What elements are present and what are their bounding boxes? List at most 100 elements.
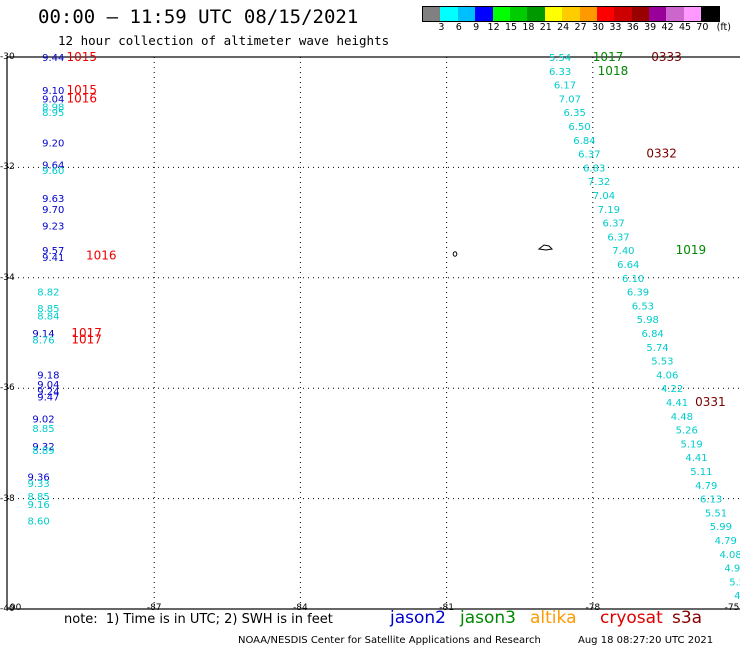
wave-height-label: 8.95 bbox=[42, 108, 64, 119]
wave-height-label: 9.04 bbox=[42, 94, 64, 105]
wave-height-label: 8.76 bbox=[32, 336, 54, 347]
legend-swatch bbox=[457, 7, 476, 21]
wave-height-label: 4.79 bbox=[715, 536, 737, 547]
wave-height-label: 4.41 bbox=[685, 453, 707, 464]
latitude-label: -32 bbox=[0, 162, 15, 173]
legend-label: 3 bbox=[438, 22, 445, 33]
longitude-label: -84 bbox=[293, 603, 308, 613]
legend-swatch bbox=[701, 7, 719, 21]
wave-height-label: 5.50 bbox=[729, 577, 740, 588]
satellite-legend-jason2: jason2 bbox=[390, 608, 446, 628]
legend-swatch bbox=[492, 7, 510, 21]
legend-label: 33 bbox=[609, 22, 622, 33]
wave-height-label: 5.26 bbox=[676, 426, 698, 437]
page-subtitle: 12 hour collection of altimeter wave hei… bbox=[58, 33, 390, 48]
wave-height-label: 5.19 bbox=[681, 439, 703, 450]
satellite-legend-cryosat: cryosat bbox=[600, 608, 663, 628]
wave-height-label: 8.89 bbox=[32, 446, 54, 457]
wave-height-label: 8.82 bbox=[37, 288, 59, 299]
wave-height-label: 6.39 bbox=[627, 288, 649, 299]
legend-label: 27 bbox=[574, 22, 587, 33]
legend-label: 24 bbox=[557, 22, 570, 33]
wave-height-label: 8.98 bbox=[42, 103, 64, 114]
wave-height-label: 6.10 bbox=[622, 274, 644, 285]
longitude-label: -75 bbox=[724, 603, 740, 613]
wave-height-label: 7.32 bbox=[588, 177, 610, 188]
pressure-time-label: 0333 bbox=[651, 50, 682, 64]
legend-swatch bbox=[440, 7, 458, 21]
latitude-label: -34 bbox=[0, 272, 15, 283]
legend-swatch bbox=[614, 7, 632, 21]
wave-height-label: 6.53 bbox=[632, 301, 654, 312]
wave-height-label: 6.64 bbox=[617, 260, 639, 271]
latitude-label: -38 bbox=[0, 493, 15, 504]
wave-height-label: 9.70 bbox=[42, 205, 64, 216]
satellite-legend-altika: altika bbox=[530, 608, 577, 628]
wave-height-label: 9.44 bbox=[42, 53, 64, 64]
legend-swatch bbox=[631, 7, 650, 21]
pressure-time-label: 1017 bbox=[71, 333, 102, 347]
wave-height-label: 9.18 bbox=[37, 370, 59, 381]
island-shape bbox=[537, 244, 554, 251]
wave-height-label: 6.83 bbox=[583, 163, 605, 174]
pressure-time-label: 1017 bbox=[71, 326, 102, 340]
wave-height-label: 5.74 bbox=[646, 343, 668, 354]
wave-height-label: 5.98 bbox=[637, 315, 659, 326]
pressure-time-label: 0331 bbox=[695, 395, 726, 409]
wave-height-label: 4.22 bbox=[661, 384, 683, 395]
wave-height-label: 7.19 bbox=[598, 205, 620, 216]
legend-swatch bbox=[544, 7, 563, 21]
page-title: 00:00 – 11:59 UTC 08/15/2021 bbox=[38, 6, 359, 28]
wave-height-label: 9.02 bbox=[32, 415, 54, 426]
legend-labels: 3 6 9 12 15 18 21 24 27 30 33 36 39 42 45 70 (ft) bbox=[422, 22, 740, 34]
pressure-time-label: 1017 bbox=[593, 50, 624, 64]
lat-lon-grid bbox=[8, 57, 739, 609]
wave-height-label: 7.04 bbox=[593, 191, 615, 202]
legend-swatch bbox=[509, 7, 528, 21]
longitude-label: -78 bbox=[585, 603, 601, 613]
wave-height-label: 6.37 bbox=[578, 150, 600, 161]
wave-height-label: 9.32 bbox=[32, 442, 54, 453]
pressure-time-label: 1016 bbox=[66, 91, 97, 105]
wave-height-label: 6.37 bbox=[603, 219, 625, 230]
wave-height-label: 7.40 bbox=[612, 246, 634, 257]
wave-height-label: 4.06 bbox=[656, 370, 678, 381]
legend-label: 15 bbox=[504, 22, 518, 33]
wave-height-label: 4.48 bbox=[671, 412, 693, 423]
wave-height-label: 8.84 bbox=[37, 311, 59, 322]
wave-height-label: 9.24 bbox=[37, 387, 59, 398]
wave-height-label: 9.60 bbox=[42, 166, 64, 177]
wave-height-label: 9.33 bbox=[27, 479, 49, 490]
pressure-time-label: 1015 bbox=[66, 83, 97, 97]
wave-height-label: 6.35 bbox=[564, 108, 586, 119]
wave-height-label: 9.63 bbox=[42, 194, 64, 205]
legend-swatch bbox=[666, 7, 684, 21]
longitude-label: -87 bbox=[146, 603, 162, 613]
wave-height-label: 9.10 bbox=[42, 86, 64, 97]
legend-label: 36 bbox=[626, 22, 639, 33]
latitude-label: -36 bbox=[0, 383, 15, 394]
legend-label: 6 bbox=[455, 22, 462, 33]
pressure-time-label: 1016 bbox=[86, 249, 117, 263]
legend-swatch bbox=[596, 7, 615, 21]
wave-height-label: 9.36 bbox=[27, 473, 49, 484]
wave-height-label: 6.13 bbox=[700, 495, 722, 506]
wave-height-label: 9.41 bbox=[42, 253, 64, 264]
legend-label: 12 bbox=[487, 22, 500, 33]
legend-label: 18 bbox=[522, 22, 535, 33]
wave-height-label: 4.41 bbox=[666, 398, 688, 409]
legend-label: 21 bbox=[539, 22, 552, 33]
legend-swatch bbox=[579, 7, 597, 21]
wave-height-label: 5.53 bbox=[651, 357, 673, 368]
satellite-legend-jason3: jason3 bbox=[460, 608, 516, 628]
wave-height-label: 6.50 bbox=[568, 122, 590, 133]
wave-height-color-legend bbox=[422, 6, 720, 22]
wave-height-label: 9.20 bbox=[42, 139, 64, 150]
pressure-time-label: 1018 bbox=[598, 64, 629, 78]
wave-height-label: 9.47 bbox=[37, 392, 59, 403]
longitude-label: -81 bbox=[439, 603, 454, 613]
legend-label: 39 bbox=[644, 22, 657, 33]
wave-height-label: 6.37 bbox=[607, 232, 629, 243]
